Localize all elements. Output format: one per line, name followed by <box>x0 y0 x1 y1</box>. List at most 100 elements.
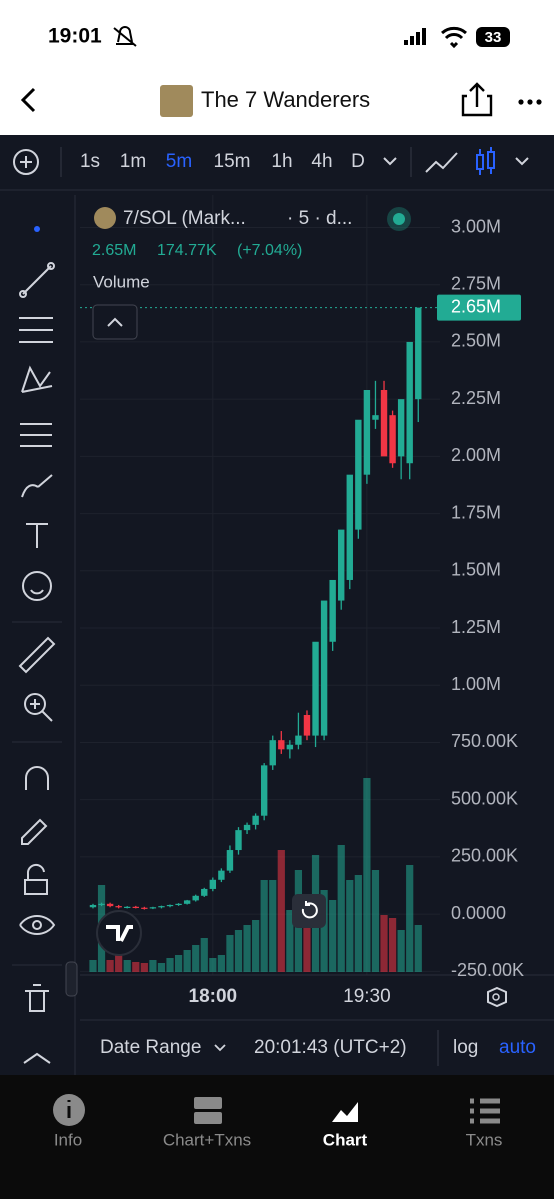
battery-icon <box>476 27 510 47</box>
interval-button[interactable]: 1h <box>271 151 292 172</box>
candle-body <box>243 824 251 831</box>
add-indicator-button[interactable] <box>13 149 39 175</box>
line-chart-button[interactable] <box>425 152 458 173</box>
volume-bar <box>200 938 208 972</box>
volume-bar <box>286 910 294 972</box>
candle-body <box>355 419 362 530</box>
collapse-tools-handle[interactable] <box>65 961 78 997</box>
reset-button[interactable] <box>292 894 326 928</box>
candle-body <box>141 907 148 909</box>
candle-body <box>397 399 405 457</box>
candle-body <box>320 600 328 736</box>
bell-off-icon <box>113 26 137 47</box>
volume-bar <box>414 925 422 972</box>
auto-button[interactable]: auto <box>499 1037 536 1058</box>
volume-bar <box>183 950 191 972</box>
candle-body <box>166 904 174 907</box>
y-tick-label: 0.0000 <box>451 903 506 923</box>
x-tick-label: 18:00 <box>189 986 238 1007</box>
volume-bar <box>260 880 268 972</box>
interval-button[interactable]: D <box>351 151 365 172</box>
volume-bar <box>123 960 131 972</box>
candle-body <box>98 903 105 906</box>
candle-body <box>192 895 199 901</box>
candle-body <box>218 870 225 880</box>
candle-body <box>372 415 379 420</box>
candle-body <box>226 850 234 871</box>
tab-label[interactable]: Txns <box>466 1130 503 1149</box>
candle-body <box>132 906 139 908</box>
tab-label[interactable]: Info <box>54 1130 82 1149</box>
chart-txns-tab-icon <box>194 1097 222 1109</box>
log-button[interactable]: log <box>453 1037 478 1058</box>
y-tick-label: 500.00K <box>451 788 518 808</box>
back-button[interactable] <box>20 87 36 113</box>
y-tick-label: 2.25M <box>451 388 501 408</box>
volume-bar <box>209 958 217 972</box>
volume-bar <box>132 962 140 972</box>
token-title: The 7 Wanderers <box>201 87 370 112</box>
y-tick-label: 1.50M <box>451 560 501 580</box>
candle-chart-button[interactable] <box>476 147 495 175</box>
y-tick-label: 2.75M <box>451 273 501 293</box>
candle-body <box>269 740 276 766</box>
candle-body <box>406 341 413 464</box>
interval-button[interactable]: 5m <box>166 151 192 172</box>
y-tick-label: 2.50M <box>451 331 501 351</box>
candle-body <box>415 307 422 400</box>
volume-bar <box>303 910 311 972</box>
legend-symbol: 7/SOL (Mark... <box>123 208 246 229</box>
settings-button[interactable] <box>487 986 507 1008</box>
interval-button[interactable]: 1m <box>120 151 146 172</box>
volume-bar <box>115 955 123 972</box>
chart-txns-tab-icon <box>194 1112 222 1124</box>
token-thumbnail <box>160 85 193 117</box>
txns-tab-icon <box>470 1098 500 1124</box>
tab-label[interactable]: Chart+Txns <box>163 1130 251 1149</box>
interval-button[interactable]: 1s <box>80 151 100 172</box>
candle-body <box>346 474 353 580</box>
y-tick-label: 250.00K <box>451 846 518 866</box>
candle-body <box>338 529 345 601</box>
volume-bar <box>252 920 260 972</box>
volume-bar <box>363 778 371 972</box>
chart-bg <box>0 135 554 1075</box>
drawing-tools[interactable] <box>18 226 56 1064</box>
interval-button[interactable]: 15m <box>214 151 251 172</box>
legend-price: 2.65M <box>92 242 136 259</box>
x-tick-label: 19:30 <box>343 986 391 1007</box>
tab-label[interactable]: Chart <box>323 1130 368 1149</box>
candle-body <box>260 765 268 816</box>
volume-bar <box>234 930 243 972</box>
candle-body <box>235 830 242 851</box>
candle-body <box>89 904 97 908</box>
more-button[interactable] <box>518 99 542 105</box>
collapse-legend-button[interactable] <box>92 304 138 340</box>
candle-body <box>252 815 259 825</box>
chart-type-dropdown[interactable] <box>515 157 529 166</box>
volume-bar <box>277 850 285 972</box>
volume-bar <box>380 915 388 972</box>
legend-change-percent: (+7.04%) <box>237 242 302 259</box>
volume-bar <box>320 890 328 972</box>
volume-bar <box>192 945 200 972</box>
interval-dropdown[interactable] <box>383 157 397 166</box>
y-tick-label: 1.25M <box>451 617 501 637</box>
tab-bar-bg <box>0 1075 554 1199</box>
volume-bar <box>140 963 148 972</box>
last-price-label: 2.65M <box>451 296 501 316</box>
share-button[interactable] <box>461 82 493 117</box>
candle-body <box>389 415 396 464</box>
candle-body <box>183 900 191 904</box>
date-range-button[interactable]: Date Range <box>100 1037 201 1058</box>
candle-body <box>124 906 131 908</box>
volume-bar <box>217 955 225 972</box>
legend-change: 174.77K <box>157 242 217 259</box>
interval-button[interactable]: 4h <box>311 151 332 172</box>
legend-thumbnail <box>94 207 116 229</box>
volume-bar <box>371 870 380 972</box>
volume-bar <box>226 935 234 972</box>
settings-icon <box>492 993 500 1001</box>
volume-bar <box>388 918 397 972</box>
